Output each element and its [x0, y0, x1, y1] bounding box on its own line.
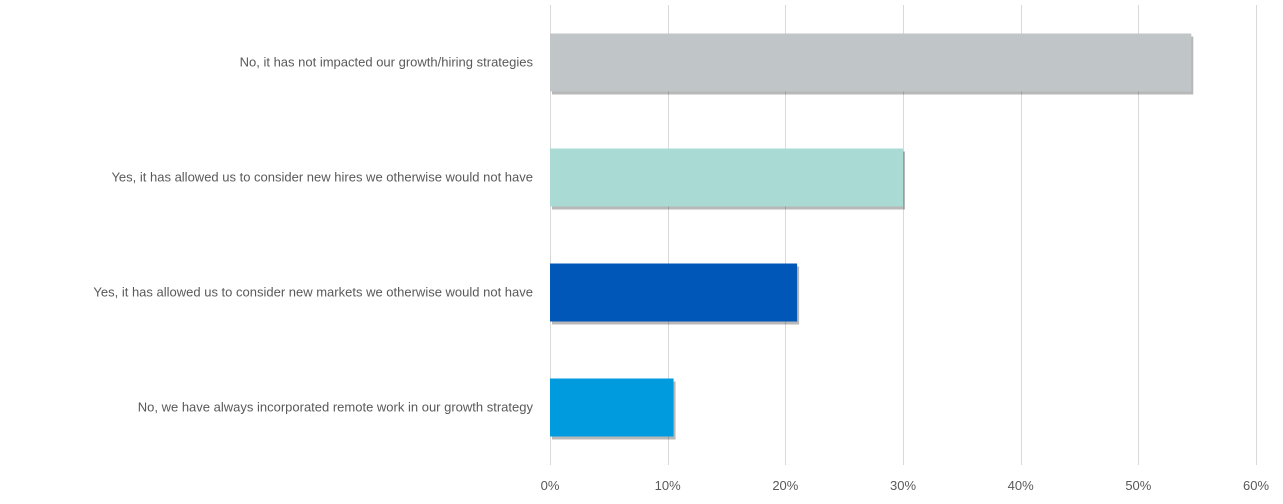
bar — [550, 33, 1192, 92]
x-tick-label: 30% — [890, 478, 916, 493]
x-tick-label: 50% — [1125, 478, 1151, 493]
category-label: Yes, it has allowed us to consider new m… — [93, 285, 533, 300]
x-tick-label: 60% — [1243, 478, 1269, 493]
bars — [550, 33, 1192, 437]
x-tick-label: 40% — [1008, 478, 1034, 493]
bar — [550, 263, 798, 322]
x-tick-label: 10% — [655, 478, 681, 493]
category-label: No, we have always incorporated remote w… — [138, 400, 534, 415]
category-labels: No, it has not impacted our growth/hirin… — [93, 55, 533, 415]
x-axis-tick-labels: 0% 10% 20% 30% 40% 50% 60% — [541, 478, 1270, 493]
category-label: Yes, it has allowed us to consider new h… — [111, 170, 533, 185]
category-label: No, it has not impacted our growth/hirin… — [240, 55, 534, 70]
bar — [550, 148, 903, 207]
bar — [550, 378, 674, 437]
x-tick-label: 0% — [541, 478, 560, 493]
x-tick-label: 20% — [772, 478, 798, 493]
